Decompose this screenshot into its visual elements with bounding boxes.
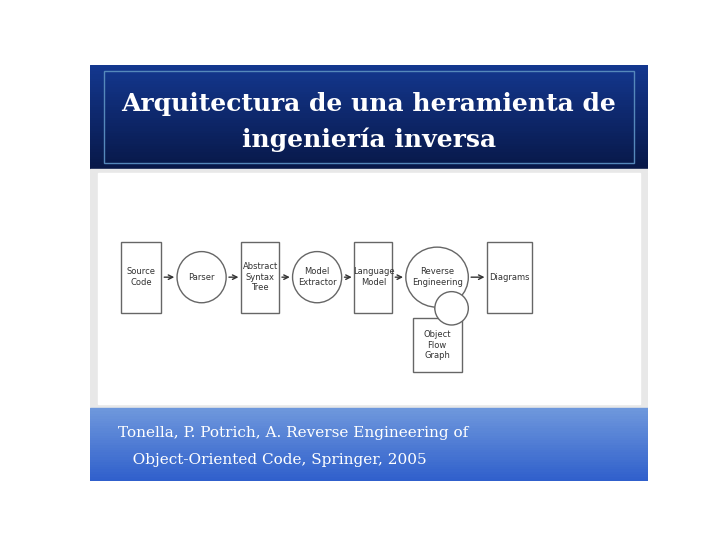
Bar (90, 449, 648, 451)
Bar (90, 80, 648, 83)
Bar (241, 241, 279, 313)
Bar (90, 161, 648, 164)
Bar (90, 99, 648, 101)
Ellipse shape (406, 247, 468, 307)
Bar (90, 459, 648, 461)
Ellipse shape (435, 292, 468, 325)
Bar (90, 72, 648, 75)
Bar (90, 166, 648, 168)
Bar (90, 413, 648, 415)
Bar (90, 109, 648, 112)
Bar (90, 432, 648, 435)
Bar (90, 85, 648, 88)
Bar (90, 466, 648, 469)
Ellipse shape (177, 252, 226, 303)
Bar (90, 440, 648, 442)
Bar (90, 122, 648, 125)
Bar (90, 478, 648, 481)
Bar (90, 153, 648, 156)
Bar (90, 68, 648, 70)
Bar (90, 442, 648, 444)
Bar (90, 156, 648, 158)
Bar (90, 127, 648, 130)
Bar (90, 168, 648, 408)
Bar (90, 130, 648, 132)
Bar (90, 476, 648, 478)
Bar (90, 427, 648, 430)
Text: Parser: Parser (189, 273, 215, 282)
Bar (90, 140, 648, 143)
Bar (90, 425, 648, 427)
Bar (90, 96, 648, 99)
Bar (90, 444, 648, 447)
Text: Arquitectura de una heramienta de: Arquitectura de una heramienta de (122, 92, 616, 116)
Bar (90, 70, 648, 72)
Bar (90, 135, 648, 138)
Bar (90, 158, 648, 161)
Bar (90, 447, 648, 449)
Bar (413, 318, 462, 372)
Bar (90, 464, 648, 466)
Bar (90, 420, 648, 422)
Bar (90, 148, 648, 151)
Bar (90, 437, 648, 440)
Bar (90, 474, 648, 476)
Bar (90, 91, 648, 93)
Text: Model
Extractor: Model Extractor (298, 267, 336, 287)
Bar (90, 75, 648, 78)
Bar (90, 114, 648, 117)
Bar (99, 173, 639, 404)
Bar (90, 415, 648, 417)
Bar (90, 132, 648, 135)
Bar (90, 93, 648, 96)
Bar (90, 138, 648, 140)
Text: Source
Code: Source Code (127, 267, 156, 287)
Bar (90, 164, 648, 166)
Bar (90, 88, 648, 91)
Text: Abstract
Syntax
Tree: Abstract Syntax Tree (243, 262, 278, 292)
Bar (90, 469, 648, 471)
Text: ingeniería inversa: ingeniería inversa (242, 127, 496, 152)
Text: Diagrams: Diagrams (490, 273, 530, 282)
Bar (90, 456, 648, 459)
Bar (121, 241, 161, 313)
Bar (90, 106, 648, 109)
Text: Tonella, P. Potrich, A. Reverse Engineering of: Tonella, P. Potrich, A. Reverse Engineer… (118, 426, 468, 440)
Bar (487, 241, 532, 313)
Bar (90, 471, 648, 474)
Bar (90, 461, 648, 464)
Bar (90, 410, 648, 413)
Bar (90, 422, 648, 425)
Bar (354, 241, 392, 313)
Bar (90, 430, 648, 432)
Bar (90, 117, 648, 119)
Bar (90, 65, 648, 68)
Bar (90, 78, 648, 80)
Bar (90, 145, 648, 148)
Bar (90, 83, 648, 85)
Bar (90, 104, 648, 106)
Bar (90, 151, 648, 153)
Text: Object
Flow
Graph: Object Flow Graph (423, 330, 451, 360)
Bar (90, 435, 648, 437)
Bar (90, 451, 648, 454)
Text: Reverse
Engineering: Reverse Engineering (412, 267, 462, 287)
Bar (90, 417, 648, 420)
Bar (90, 408, 648, 410)
Bar (90, 119, 648, 122)
Bar (90, 125, 648, 127)
Text: Object-Oriented Code, Springer, 2005: Object-Oriented Code, Springer, 2005 (118, 453, 426, 467)
Bar (90, 143, 648, 145)
Bar (90, 454, 648, 456)
Bar (90, 112, 648, 114)
Bar (90, 101, 648, 104)
Ellipse shape (292, 252, 342, 303)
Text: Language
Model: Language Model (353, 267, 395, 287)
